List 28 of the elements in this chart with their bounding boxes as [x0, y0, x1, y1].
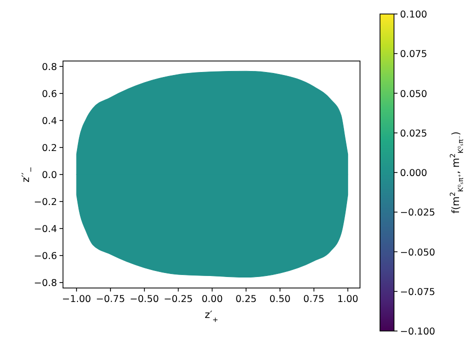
x-tick-label: −0.25 [164, 294, 193, 305]
y-tick-label: −0.6 [34, 251, 57, 262]
color-bar-label: 0.075 [400, 49, 428, 60]
x-tick-label: −1.00 [62, 294, 92, 305]
x-tick-label: −0.75 [96, 294, 126, 305]
color-bar-label: 0.100 [400, 10, 428, 20]
y-tick-label: 0.4 [42, 116, 57, 127]
x-tick-label: 0.00 [202, 294, 223, 305]
y-tick-label: 0.8 [42, 62, 57, 73]
y-tick-label: 0.0 [42, 170, 57, 181]
color-bar-label: −0.100 [400, 326, 436, 338]
y-tick-label: −0.8 [34, 278, 57, 290]
x-tick-label: 0.50 [269, 294, 291, 305]
y-tick-label: −0.2 [34, 197, 57, 208]
x-tick-label: 1.00 [337, 294, 358, 305]
color-bar-label: 0.025 [400, 128, 428, 140]
color-bar-label: −0.025 [400, 208, 436, 219]
x-tick-label: −0.50 [130, 294, 159, 305]
color-bar-label: −0.050 [400, 247, 436, 258]
x-axis-title: z′$_{+}$ [204, 310, 218, 324]
color-bar-label: −0.075 [400, 286, 436, 298]
x-tick-label: 0.75 [303, 294, 324, 305]
color-bar-label: 0.050 [400, 88, 428, 100]
color-bar-label: 0.000 [400, 168, 428, 179]
y-tick-label: −0.4 [34, 224, 57, 236]
x-tick-label: 0.25 [236, 294, 257, 305]
y-tick-label: 0.2 [42, 142, 57, 154]
y-tick-label: 0.6 [42, 88, 57, 100]
